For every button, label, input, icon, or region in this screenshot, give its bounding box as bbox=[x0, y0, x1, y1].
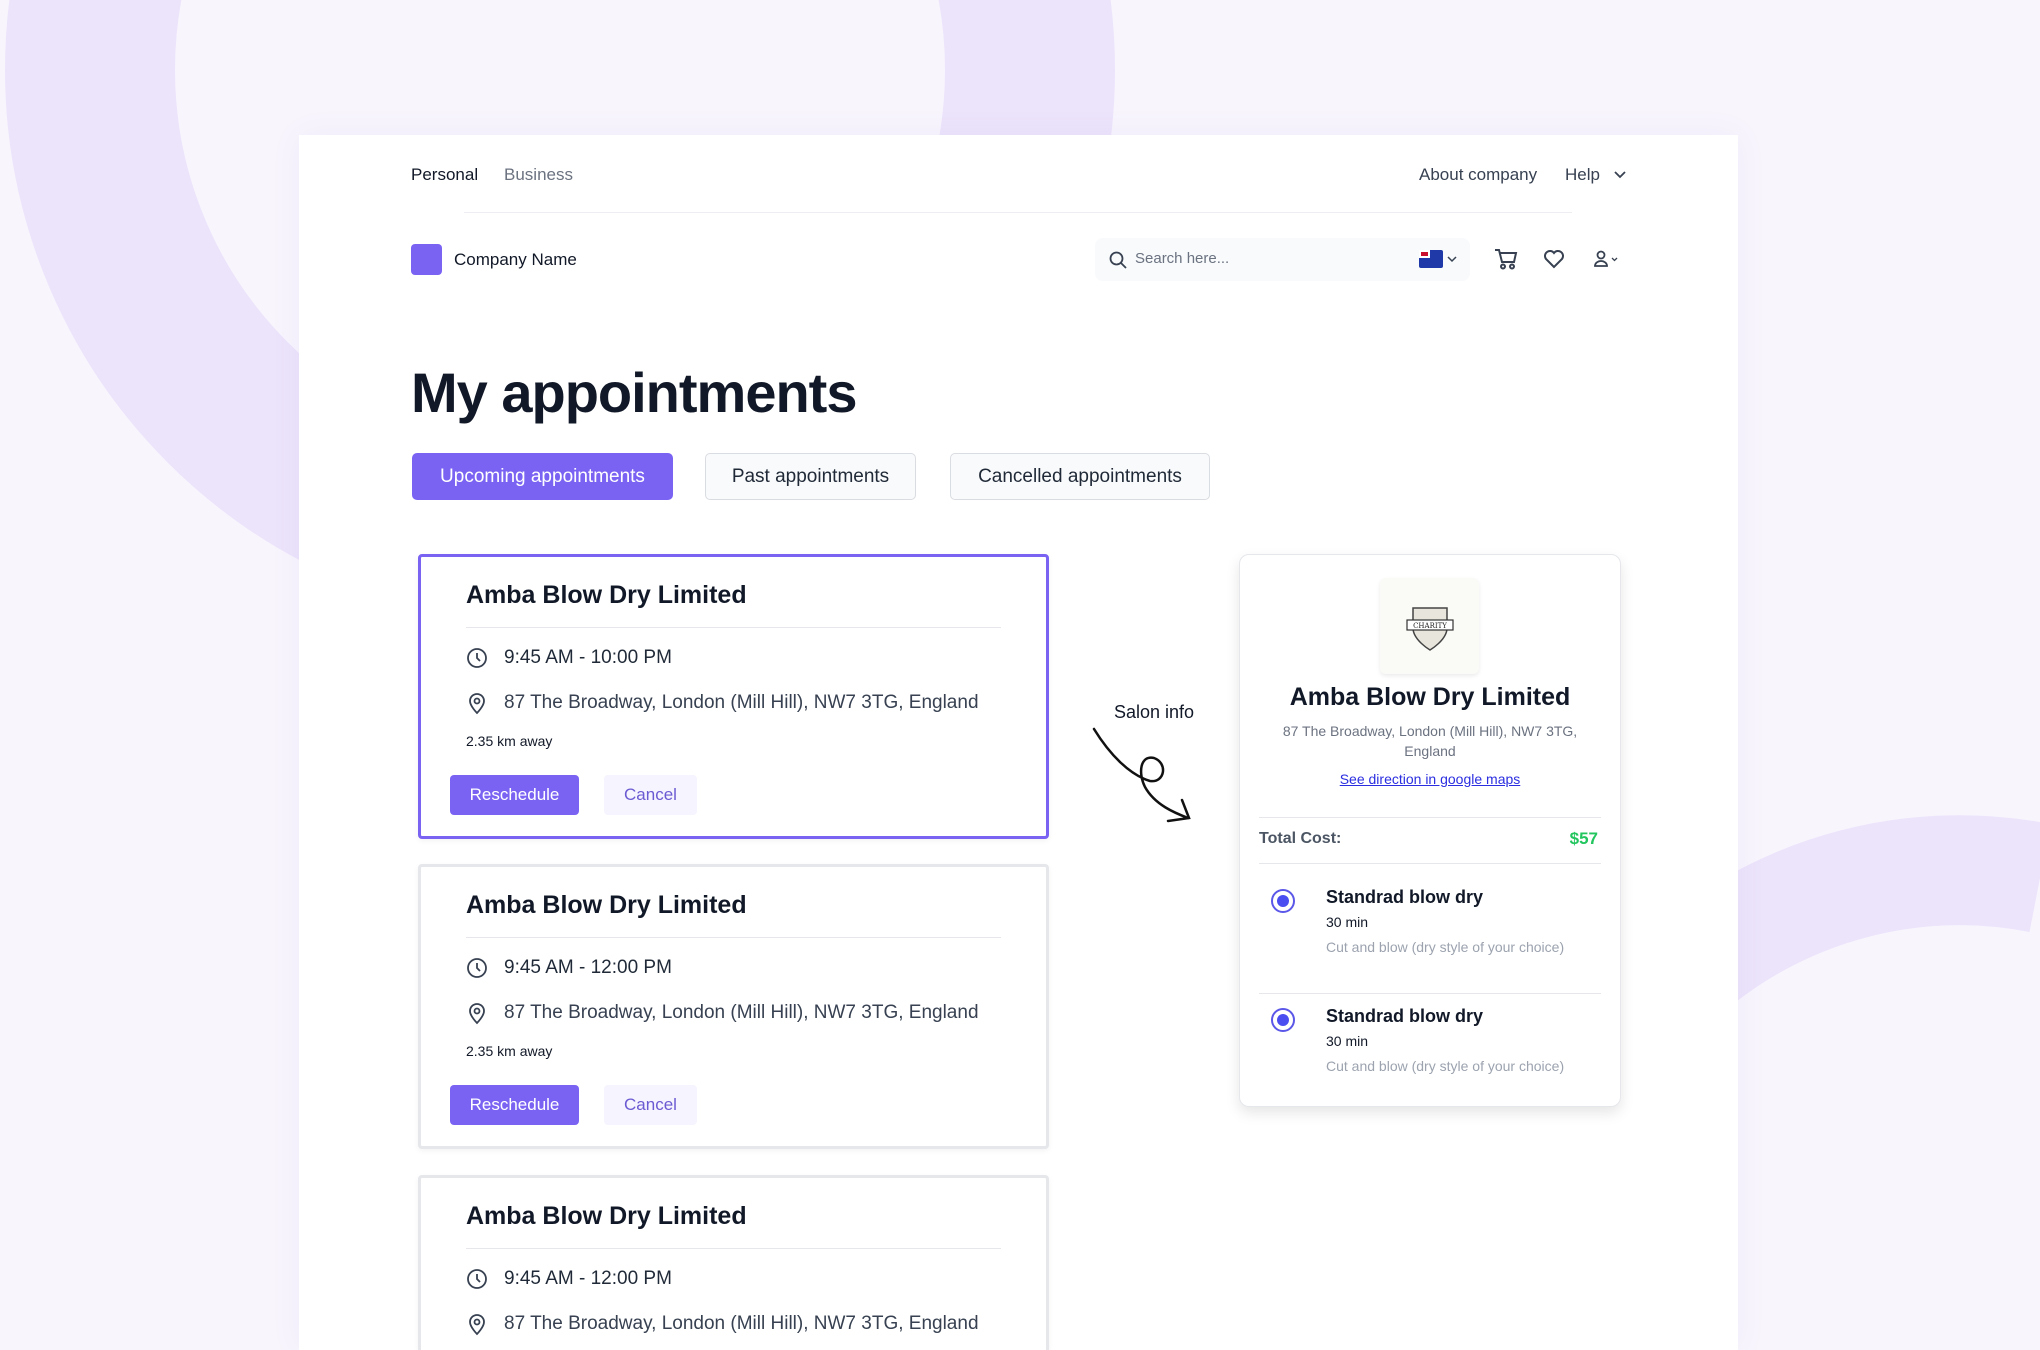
distance: 2.35 km away bbox=[466, 1043, 553, 1059]
appointment-address: 87 The Broadway, London (Mill Hill), NW7… bbox=[466, 1312, 979, 1336]
divider bbox=[466, 937, 1001, 938]
divider bbox=[1259, 863, 1601, 864]
nav-personal[interactable]: Personal bbox=[411, 165, 479, 184]
user-menu-icon[interactable] bbox=[1594, 250, 1622, 268]
clock-icon bbox=[467, 648, 487, 668]
service-duration: 30 min bbox=[1326, 1033, 1369, 1049]
clock-icon bbox=[467, 1269, 487, 1289]
address-text: 87 The Broadway, London (Mill Hill), NW7… bbox=[504, 1002, 979, 1023]
svg-text:CHARITY: CHARITY bbox=[1413, 622, 1447, 630]
tab-upcoming-appointments[interactable]: Upcoming appointments bbox=[412, 453, 673, 500]
service-title: Standrad blow dry bbox=[1326, 1006, 1484, 1026]
service-radio[interactable] bbox=[1271, 1008, 1295, 1032]
service-description: Cut and blow (dry style of your choice) bbox=[1326, 939, 1565, 955]
clock-icon bbox=[467, 958, 487, 978]
divider bbox=[466, 1248, 1001, 1249]
location-pin-icon bbox=[469, 693, 485, 715]
reschedule-button[interactable]: Reschedule bbox=[450, 775, 579, 815]
total-cost-label: Total Cost: bbox=[1259, 830, 1342, 847]
appointment-card[interactable]: Amba Blow Dry Limited 9:45 AM - 10:00 PM… bbox=[418, 554, 1049, 839]
reschedule-button[interactable]: Reschedule bbox=[450, 1085, 579, 1125]
appointment-time: 9:45 AM - 12:00 PM bbox=[466, 1268, 672, 1290]
appointment-card[interactable]: Amba Blow Dry Limited 9:45 AM - 12:00 PM… bbox=[418, 864, 1049, 1149]
location-pin-icon bbox=[469, 1003, 485, 1025]
appointment-salon-name: Amba Blow Dry Limited bbox=[466, 1202, 747, 1230]
divider bbox=[466, 627, 1001, 628]
chevron-down-icon bbox=[1614, 171, 1626, 179]
salon-info-annotation: Salon info bbox=[1114, 702, 1195, 722]
search-input[interactable]: Search here... bbox=[1095, 238, 1470, 281]
heart-icon[interactable] bbox=[1543, 249, 1565, 269]
service-duration: 30 min bbox=[1326, 914, 1369, 930]
help-label: Help bbox=[1565, 165, 1600, 184]
appointment-time: 9:45 AM - 12:00 PM bbox=[466, 957, 672, 979]
appointment-salon-name: Amba Blow Dry Limited bbox=[466, 891, 747, 919]
salon-address-line2: England bbox=[1404, 743, 1456, 759]
page-title: My appointments bbox=[411, 361, 857, 424]
cancel-button[interactable]: Cancel bbox=[604, 775, 697, 815]
time-text: 9:45 AM - 12:00 PM bbox=[504, 957, 672, 978]
appointment-card[interactable]: Amba Blow Dry Limited 9:45 AM - 12:00 PM… bbox=[418, 1175, 1049, 1350]
tab-past-appointments[interactable]: Past appointments bbox=[705, 453, 916, 500]
company-name[interactable]: Company Name bbox=[454, 250, 577, 269]
divider bbox=[1259, 817, 1601, 818]
service-description: Cut and blow (dry style of your choice) bbox=[1326, 1058, 1565, 1074]
distance: 2.35 km away bbox=[466, 733, 553, 749]
service-radio[interactable] bbox=[1271, 889, 1295, 913]
appointment-time: 9:45 AM - 10:00 PM bbox=[466, 647, 672, 669]
time-text: 9:45 AM - 10:00 PM bbox=[504, 647, 672, 668]
company-logo bbox=[411, 244, 442, 275]
nav-about-company[interactable]: About company bbox=[1419, 165, 1538, 184]
cart-icon[interactable] bbox=[1494, 248, 1518, 270]
total-cost-value: $57 bbox=[1569, 829, 1598, 848]
location-pin-icon bbox=[469, 1314, 485, 1336]
address-text: 87 The Broadway, London (Mill Hill), NW7… bbox=[504, 692, 979, 713]
tab-cancelled-appointments[interactable]: Cancelled appointments bbox=[950, 453, 1210, 500]
divider bbox=[1259, 993, 1601, 994]
salon-info-panel: CHARITY Amba Blow Dry Limited 87 The Bro… bbox=[1239, 554, 1621, 1107]
address-text: 87 The Broadway, London (Mill Hill), NW7… bbox=[504, 1313, 979, 1334]
divider bbox=[464, 212, 1572, 213]
nav-business[interactable]: Business bbox=[504, 165, 573, 184]
australia-flag-icon[interactable] bbox=[1419, 250, 1443, 268]
search-icon bbox=[1109, 251, 1127, 269]
charity-crest-logo: CHARITY bbox=[1405, 607, 1454, 651]
salon-address-line1: 87 The Broadway, London (Mill Hill), NW7… bbox=[1282, 723, 1578, 739]
salon-logo: CHARITY bbox=[1380, 578, 1479, 674]
time-text: 9:45 AM - 12:00 PM bbox=[504, 1268, 672, 1289]
google-maps-link[interactable]: See direction in google maps bbox=[1339, 771, 1521, 787]
appointment-salon-name: Amba Blow Dry Limited bbox=[466, 581, 747, 609]
service-title: Standrad blow dry bbox=[1326, 887, 1484, 907]
search-placeholder: Search here... bbox=[1135, 250, 1230, 267]
curly-arrow-icon bbox=[1092, 727, 1191, 823]
appointment-address: 87 The Broadway, London (Mill Hill), NW7… bbox=[466, 691, 979, 715]
salon-name: Amba Blow Dry Limited bbox=[1289, 683, 1571, 711]
appointment-address: 87 The Broadway, London (Mill Hill), NW7… bbox=[466, 1001, 979, 1025]
nav-help[interactable]: Help bbox=[1565, 165, 1627, 185]
chevron-down-icon bbox=[1447, 256, 1457, 263]
cancel-button[interactable]: Cancel bbox=[604, 1085, 697, 1125]
